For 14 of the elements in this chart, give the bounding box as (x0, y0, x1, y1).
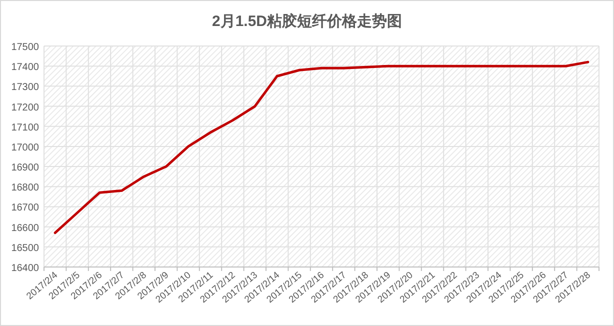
chart-title: 2月1.5D粘胶短纤价格走势图 (212, 12, 402, 30)
y-tick-label: 16700 (11, 202, 40, 214)
y-tick-label: 16400 (11, 263, 40, 274)
y-tick-label: 16500 (11, 242, 40, 254)
y-tick-label: 17500 (11, 42, 40, 53)
y-tick-label: 16800 (11, 182, 40, 194)
y-tick-label: 16900 (11, 162, 40, 174)
y-tick-label: 17300 (11, 82, 40, 94)
y-tick-label: 17100 (11, 122, 40, 134)
y-tick-label: 17000 (11, 142, 40, 154)
y-tick-label: 16600 (11, 222, 40, 234)
y-tick-label: 17400 (11, 62, 40, 74)
line-series (54, 60, 590, 234)
y-tick-label: 17200 (11, 102, 40, 114)
